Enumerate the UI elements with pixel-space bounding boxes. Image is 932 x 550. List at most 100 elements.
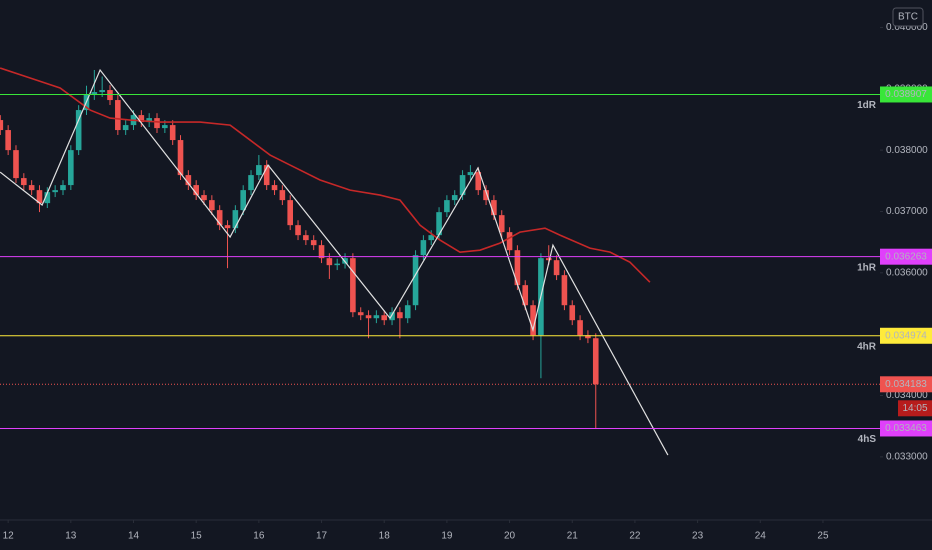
candle-body xyxy=(428,235,435,241)
candle-body xyxy=(177,140,184,176)
level-price: 0.034974 xyxy=(885,330,927,341)
candle-body xyxy=(169,125,176,141)
candle-body xyxy=(68,150,74,186)
candle-body xyxy=(107,90,113,101)
candle-body xyxy=(475,172,482,191)
moving-average xyxy=(0,67,651,283)
trendline xyxy=(0,68,669,456)
x-tick-label: 12 xyxy=(3,531,15,542)
candle-body xyxy=(91,92,98,96)
candle-body xyxy=(36,190,43,204)
countdown-badge xyxy=(898,400,932,417)
level-label: 4hR xyxy=(857,341,877,352)
candle-body xyxy=(75,110,82,151)
level-badge xyxy=(880,248,932,265)
candle-body xyxy=(420,240,427,256)
x-tick-label: 21 xyxy=(567,531,579,542)
candle-body xyxy=(122,125,129,131)
candle-body xyxy=(389,312,395,321)
candle-body xyxy=(28,185,35,191)
level-label: 1hR xyxy=(857,262,877,273)
candle-body xyxy=(232,210,239,229)
candle-body xyxy=(287,200,293,226)
candle-body xyxy=(350,258,356,313)
level-price: 0.033463 xyxy=(885,423,927,434)
x-tick-label: 17 xyxy=(316,531,328,542)
candle-body xyxy=(52,190,58,193)
candle-body xyxy=(326,258,333,266)
candle-body xyxy=(209,200,215,211)
countdown: 14:05 xyxy=(902,403,927,414)
currency-box[interactable] xyxy=(892,7,924,27)
x-tick-label: 20 xyxy=(504,531,516,542)
candle-body xyxy=(0,120,4,131)
candle-body xyxy=(561,275,568,306)
candle-body xyxy=(334,263,341,266)
candle-body xyxy=(162,125,168,129)
x-tick-label: 13 xyxy=(65,531,77,542)
candle-body xyxy=(436,212,442,236)
candle-body xyxy=(13,150,19,179)
candle-body xyxy=(577,320,583,336)
candle-body xyxy=(553,260,560,276)
candle-body xyxy=(310,240,317,246)
candle-body xyxy=(530,305,536,336)
candle-body xyxy=(21,178,27,186)
candle-body xyxy=(240,190,246,211)
candle-body xyxy=(5,130,11,151)
y-tick-label: 0.034000 xyxy=(886,390,928,401)
candle-body xyxy=(271,185,278,191)
candle-body xyxy=(256,165,262,176)
x-tick-label: 19 xyxy=(441,531,453,542)
last-price: 0.034183 xyxy=(885,379,927,390)
candle-body xyxy=(397,312,403,319)
x-tick-label: 22 xyxy=(629,531,641,542)
candle-body xyxy=(592,338,599,385)
x-tick-label: 16 xyxy=(253,531,265,542)
candle-body xyxy=(444,200,450,213)
candle-body xyxy=(44,192,51,204)
candle-body xyxy=(357,312,364,316)
candle-body xyxy=(224,225,231,229)
last-price-badge xyxy=(880,376,932,393)
candle-body xyxy=(514,250,521,286)
level-badge xyxy=(880,86,932,103)
y-tick-label: 0.038000 xyxy=(886,145,928,156)
x-tick-label: 18 xyxy=(379,531,391,542)
candle-body xyxy=(467,172,474,176)
level-price: 0.038907 xyxy=(885,89,927,100)
candle-body xyxy=(569,305,576,321)
candle-body xyxy=(373,315,380,319)
y-tick-label: 0.037000 xyxy=(886,206,928,217)
candle-body xyxy=(279,190,286,201)
candle-body xyxy=(201,195,207,201)
candle-body xyxy=(295,225,301,236)
level-label: 4hS xyxy=(858,434,877,445)
candle-body xyxy=(60,185,66,191)
candle-body xyxy=(506,232,513,251)
candle-body xyxy=(412,255,419,306)
currency[interactable]: BTC xyxy=(898,12,918,23)
level-badge xyxy=(880,327,932,344)
candle-body xyxy=(381,315,388,321)
candle-body xyxy=(318,245,325,259)
candle-body xyxy=(404,305,411,319)
candle-body xyxy=(216,210,223,226)
candle-body xyxy=(483,190,489,201)
candle-body xyxy=(545,258,552,261)
level-price: 0.036263 xyxy=(885,251,927,262)
y-tick-label: 0.036000 xyxy=(886,267,928,278)
candle-body xyxy=(138,115,145,123)
candle-body xyxy=(451,195,458,201)
candle-body xyxy=(263,165,270,186)
x-tick-label: 23 xyxy=(692,531,704,542)
x-tick-label: 24 xyxy=(755,531,767,542)
candle-body xyxy=(498,215,505,233)
candle-body xyxy=(365,315,372,319)
y-tick-label: 0.040000 xyxy=(886,22,928,33)
candle-body xyxy=(115,100,121,131)
candle-body xyxy=(154,118,160,129)
candle-body xyxy=(99,90,105,93)
